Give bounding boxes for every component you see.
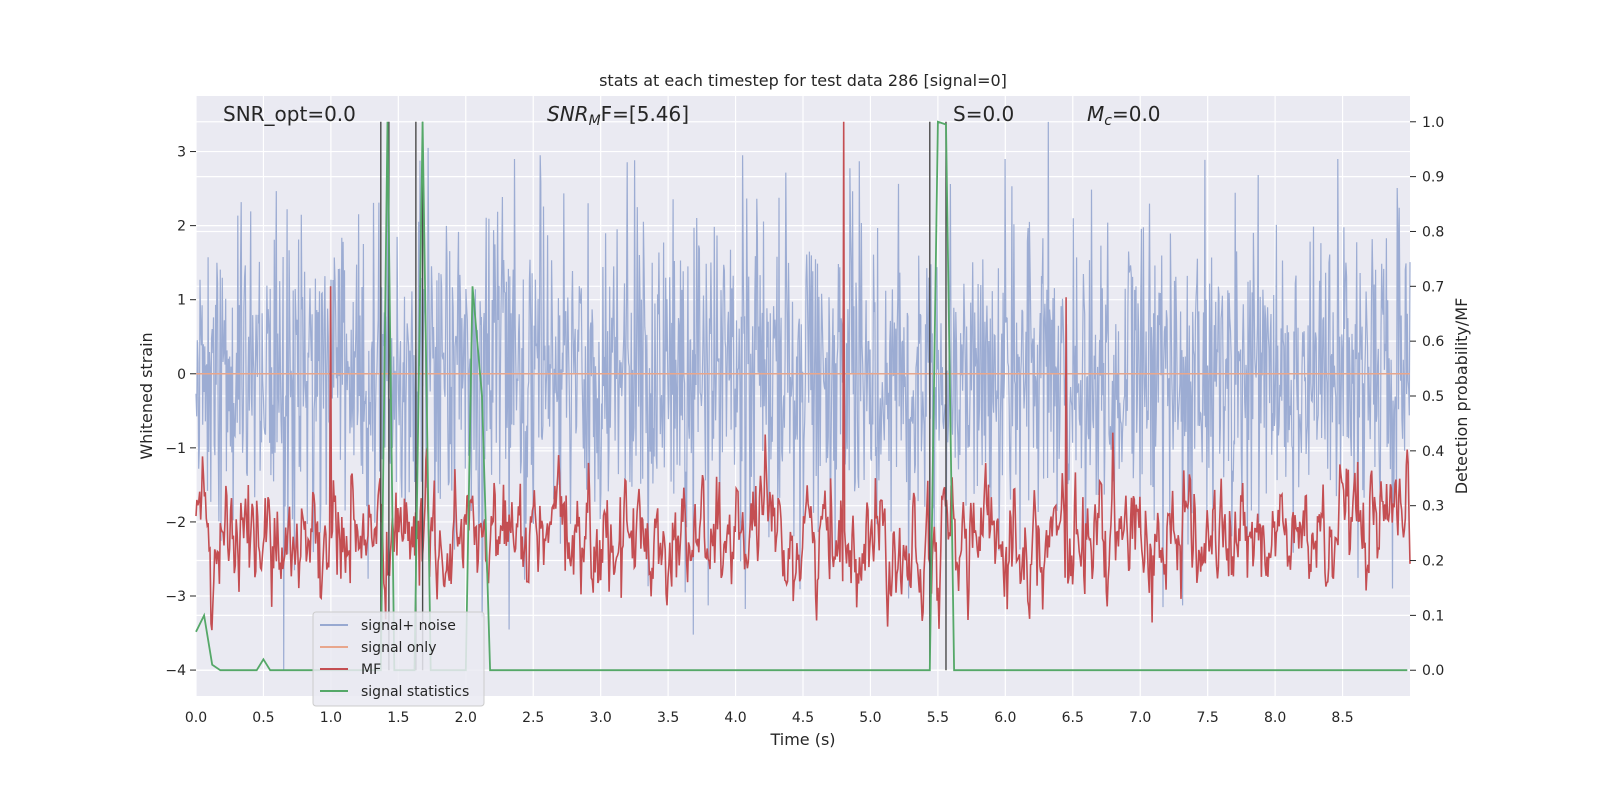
x-tick-label: 5.5 (927, 710, 949, 726)
annotation-s: S=0.0 (953, 102, 1014, 126)
y2-ticks: 1.0 0.9 0.8 0.7 0.6 0.5 0.4 0.3 0.2 0.1 0.0 (1410, 115, 1444, 679)
x-axis-label: Time (s) (769, 730, 835, 749)
x-tick-label: 7.0 (1129, 710, 1151, 726)
annotation-mc: Mc=0.0 (1087, 102, 1161, 129)
y-tick-label: −3 (165, 589, 186, 605)
x-tick-label: 1.5 (387, 710, 409, 726)
x-tick-label: 4.0 (724, 710, 746, 726)
x-ticks: 0.0 0.5 1.0 1.5 2.0 2.5 3.0 3.5 4.0 4.5 5.0 5.5 6.0 6… (185, 710, 1354, 726)
legend-label-signal-statistics: signal statistics (361, 684, 469, 700)
y2-tick-label: 0.5 (1422, 389, 1444, 405)
y2-tick-label: 0.0 (1422, 663, 1444, 679)
y-tick-label: 2 (177, 219, 186, 235)
annotation-snr-mf: SNRMF=[5.46] (547, 102, 689, 129)
y-tick-label: −2 (165, 515, 186, 531)
y2-axis-label: Detection probability/MF (1452, 298, 1471, 495)
x-tick-label: 6.0 (994, 710, 1016, 726)
mc-rest: =0.0 (1112, 102, 1161, 126)
y2-tick-label: 0.1 (1422, 608, 1444, 624)
mc-main: M (1087, 102, 1104, 126)
noise-line (195, 121, 1411, 671)
mf-line (195, 121, 1411, 631)
y2-tick-label: 0.2 (1422, 554, 1444, 570)
y2-tick-label: 0.9 (1422, 170, 1444, 186)
x-tick-label: 5.0 (859, 710, 881, 726)
snr-mf-rest: F=[5.46] (601, 102, 689, 126)
x-tick-label: 0.0 (185, 710, 207, 726)
x-tick-label: 3.0 (590, 710, 612, 726)
y-tick-label: 0 (177, 367, 186, 383)
signal-statistics-line (195, 120, 1408, 672)
legend-label-signal-only: signal only (361, 640, 436, 656)
x-tick-label: 7.5 (1197, 710, 1219, 726)
signal-statistics-series (195, 120, 1408, 672)
legend-label-mf: MF (361, 662, 381, 678)
y2-tick-label: 0.7 (1422, 279, 1444, 295)
mf-series (195, 121, 1411, 631)
x-tick-label: 6.5 (1062, 710, 1084, 726)
x-tick-label: 0.5 (252, 710, 274, 726)
legend-label-noise: signal+ noise (361, 618, 456, 634)
y2-tick-label: 0.6 (1422, 334, 1444, 350)
x-tick-label: 8.5 (1331, 710, 1353, 726)
chart-title: stats at each timestep for test data 286… (599, 71, 1007, 90)
y-tick-label: 1 (177, 293, 186, 309)
y2-tick-label: 0.4 (1422, 444, 1444, 460)
snr-mf-sub: M (589, 113, 601, 129)
x-tick-label: 8.0 (1264, 710, 1286, 726)
y-ticks: 3 2 1 0 −1 −2 −3 −4 (165, 145, 196, 679)
y-tick-label: −4 (165, 663, 186, 679)
annotation-snr-opt: SNR_opt=0.0 (223, 102, 356, 126)
x-tick-label: 3.5 (657, 710, 679, 726)
x-tick-label: 2.0 (455, 710, 477, 726)
legend-box (312, 611, 485, 707)
x-tick-label: 4.5 (792, 710, 814, 726)
y2-tick-label: 0.3 (1422, 499, 1444, 515)
y2-tick-label: 0.8 (1422, 224, 1444, 240)
y2-tick-label: 1.0 (1422, 115, 1444, 131)
noise-series (195, 121, 1411, 671)
legend: signal+ noise signal only MF signal stat… (312, 611, 485, 707)
y-tick-label: −1 (165, 441, 186, 457)
x-tick-label: 1.0 (320, 710, 342, 726)
y-tick-label: 3 (177, 145, 186, 161)
snr-mf-main: SNR (547, 102, 589, 126)
mc-sub: c (1104, 113, 1112, 129)
x-tick-label: 2.5 (522, 710, 544, 726)
y-axis-label: Whitened strain (137, 332, 156, 459)
